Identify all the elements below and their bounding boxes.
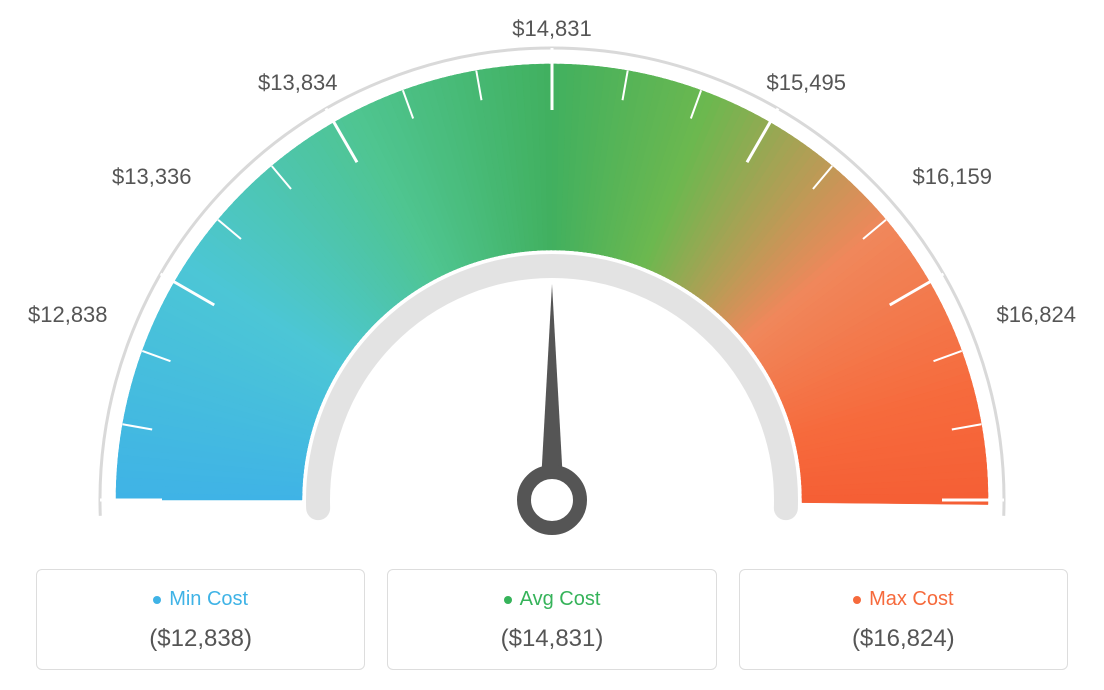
min-cost-label: Min Cost xyxy=(169,588,248,611)
max-cost-value: ($16,824) xyxy=(750,625,1057,653)
gauge-needle-hub xyxy=(524,472,580,528)
min-cost-label-row: Min Cost xyxy=(47,588,354,611)
gauge-chart-container: $12,838 $13,336 $13,834 $14,831 $15,495 $16,1… xyxy=(0,0,1104,690)
gauge-scale-label: $13,834 xyxy=(258,70,338,95)
gauge-scale-label: $16,824 xyxy=(996,302,1076,327)
cost-cards-row: Min Cost ($12,838) Avg Cost ($14,831) Ma… xyxy=(0,569,1104,670)
avg-cost-label-row: Avg Cost xyxy=(398,588,705,611)
gauge-scale-label: $14,831 xyxy=(512,16,592,41)
min-cost-value: ($12,838) xyxy=(47,625,354,653)
max-cost-card: Max Cost ($16,824) xyxy=(739,569,1068,670)
min-cost-dot xyxy=(153,596,161,604)
gauge-svg: $12,838 $13,336 $13,834 $14,831 $15,495 $16,1… xyxy=(0,0,1104,560)
gauge-scale-label: $13,336 xyxy=(112,164,192,189)
avg-cost-value: ($14,831) xyxy=(398,625,705,653)
max-cost-label: Max Cost xyxy=(869,588,953,611)
gauge-scale-label: $16,159 xyxy=(912,164,992,189)
gauge-scale-label: $12,838 xyxy=(28,302,108,327)
gauge-scale-label: $15,495 xyxy=(766,70,846,95)
avg-cost-dot xyxy=(504,596,512,604)
avg-cost-label: Avg Cost xyxy=(520,588,601,611)
max-cost-label-row: Max Cost xyxy=(750,588,1057,611)
min-cost-card: Min Cost ($12,838) xyxy=(36,569,365,670)
avg-cost-card: Avg Cost ($14,831) xyxy=(387,569,716,670)
max-cost-dot xyxy=(853,596,861,604)
